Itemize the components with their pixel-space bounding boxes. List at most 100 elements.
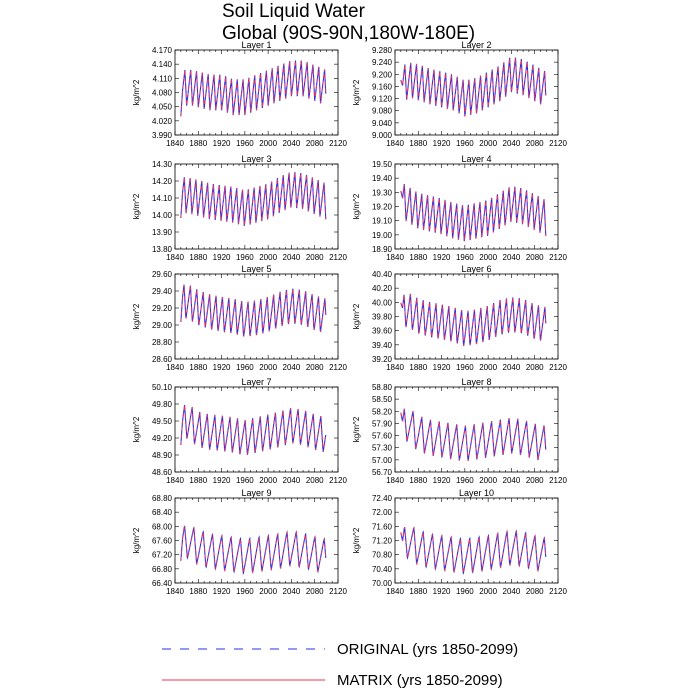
- y-tick-label: 58.20: [372, 407, 393, 416]
- x-tick-label: 2080: [526, 587, 544, 596]
- x-tick-label: 1960: [456, 587, 474, 596]
- y-tick-label: 9.200: [372, 70, 393, 79]
- x-tick-label: 2000: [259, 139, 277, 148]
- legend-label-matrix: MATRIX (yrs 1850-2099): [337, 672, 503, 689]
- y-tick-label: 57.30: [372, 444, 393, 453]
- panel-title: Layer 2: [461, 40, 491, 50]
- x-tick-label: 2040: [283, 476, 301, 485]
- y-tick-label: 19.20: [372, 203, 393, 212]
- y-tick-label: 67.60: [152, 537, 173, 546]
- y-tick-label: 67.20: [152, 551, 173, 560]
- x-tick-label: 2080: [306, 587, 324, 596]
- y-tick-label: 19.40: [372, 174, 393, 183]
- x-tick-label: 1880: [189, 253, 207, 262]
- y-tick-label: 39.40: [372, 341, 393, 350]
- y-tick-label: 4.020: [152, 117, 173, 126]
- series-matrix-line: [400, 526, 547, 575]
- y-tick-label: 18.90: [372, 245, 393, 254]
- y-axis-label: kg/m^2: [132, 527, 141, 553]
- panel-layer-7: Layer 7 kg/m^2 48.60 48.90 49.20 49.50 49.80 50…: [132, 377, 347, 485]
- x-tick-label: 1920: [213, 476, 231, 485]
- y-tick-label: 19.50: [372, 160, 393, 169]
- x-tick-label: 2040: [283, 253, 301, 262]
- x-tick-label: 2000: [479, 587, 497, 596]
- series-matrix-line: [180, 405, 327, 455]
- figure-title-line1: Soil Liquid Water: [222, 1, 366, 22]
- x-tick-label: 1920: [433, 476, 451, 485]
- y-tick-label: 49.80: [152, 400, 173, 409]
- y-tick-label: 71.60: [372, 522, 393, 531]
- y-tick-label: 9.280: [372, 46, 393, 55]
- x-tick-label: 1880: [409, 476, 427, 485]
- y-axis-label: kg/m^2: [352, 79, 361, 105]
- x-tick-label: 2120: [329, 253, 347, 262]
- y-tick-label: 72.00: [372, 508, 393, 517]
- y-tick-label: 14.20: [152, 177, 173, 186]
- y-tick-label: 48.90: [152, 451, 173, 460]
- x-tick-label: 1880: [189, 476, 207, 485]
- y-tick-label: 72.40: [372, 494, 393, 503]
- series-original-line: [400, 293, 547, 346]
- y-tick-label: 71.20: [372, 537, 393, 546]
- x-tick-label: 1840: [166, 476, 184, 485]
- y-tick-label: 56.70: [372, 468, 393, 477]
- x-tick-label: 2080: [306, 476, 324, 485]
- y-tick-label: 66.80: [152, 565, 173, 574]
- x-tick-label: 1880: [189, 587, 207, 596]
- x-tick-label: 1840: [386, 476, 404, 485]
- series-matrix-line: [180, 172, 327, 226]
- y-tick-label: 68.80: [152, 494, 173, 503]
- x-tick-label: 1920: [433, 587, 451, 596]
- x-tick-label: 2120: [329, 587, 347, 596]
- panel-title: Layer 9: [241, 488, 271, 498]
- y-tick-label: 50.10: [152, 383, 173, 392]
- y-tick-label: 39.20: [372, 355, 393, 364]
- y-axis-label: kg/m^2: [352, 527, 361, 553]
- panel-title: Layer 3: [241, 154, 271, 164]
- y-tick-label: 19.30: [372, 188, 393, 197]
- x-tick-label: 1920: [213, 139, 231, 148]
- plot-frame: [394, 273, 559, 360]
- y-tick-label: 57.00: [372, 456, 393, 465]
- x-tick-label: 2080: [526, 253, 544, 262]
- y-tick-label: 66.40: [152, 579, 173, 588]
- series-matrix-line: [180, 525, 327, 575]
- y-tick-label: 70.00: [372, 579, 393, 588]
- x-tick-label: 2040: [283, 139, 301, 148]
- y-tick-label: 70.80: [372, 551, 393, 560]
- x-tick-label: 1920: [433, 253, 451, 262]
- x-tick-label: 2000: [259, 476, 277, 485]
- x-tick-label: 1880: [409, 363, 427, 372]
- x-tick-label: 2040: [283, 587, 301, 596]
- x-tick-label: 1840: [166, 139, 184, 148]
- x-tick-label: 2000: [259, 587, 277, 596]
- x-tick-label: 1960: [236, 253, 254, 262]
- x-tick-label: 1880: [409, 253, 427, 262]
- y-tick-label: 40.20: [372, 284, 393, 293]
- panel-title: Layer 8: [461, 377, 491, 387]
- x-tick-label: 2040: [503, 476, 521, 485]
- series-matrix-line: [180, 60, 327, 117]
- y-tick-label: 39.60: [372, 327, 393, 336]
- series-matrix-line: [400, 408, 547, 462]
- x-tick-label: 1840: [386, 587, 404, 596]
- x-tick-label: 2040: [503, 253, 521, 262]
- x-tick-label: 1920: [213, 253, 231, 262]
- panel-layer-9: Layer 9 kg/m^2 66.40 66.80 67.20 67.60 68.00 68…: [132, 488, 347, 596]
- x-tick-label: 2120: [329, 139, 347, 148]
- figure-title-line2: Global (90S-90N,180W-180E): [222, 23, 475, 44]
- x-tick-label: 1880: [409, 139, 427, 148]
- x-tick-label: 2120: [329, 476, 347, 485]
- x-tick-label: 2120: [549, 139, 567, 148]
- y-tick-label: 28.60: [152, 355, 173, 364]
- x-tick-label: 1960: [236, 139, 254, 148]
- y-tick-label: 4.050: [152, 103, 173, 112]
- y-tick-label: 9.240: [372, 58, 393, 67]
- panel-layer-4: Layer 4 kg/m^2 18.90 19.00 19.10 19.20 19.30 19…: [352, 154, 567, 262]
- y-tick-label: 29.40: [152, 287, 173, 296]
- x-tick-label: 2080: [526, 139, 544, 148]
- panel-layer-8: Layer 8 kg/m^2 56.70 57.00 57.30 57.60 57.90 58…: [352, 377, 567, 485]
- x-tick-label: 1960: [456, 253, 474, 262]
- panel-layer-6: Layer 6 kg/m^2 39.20 39.40 39.60 39.80 40.00 40…: [352, 264, 567, 372]
